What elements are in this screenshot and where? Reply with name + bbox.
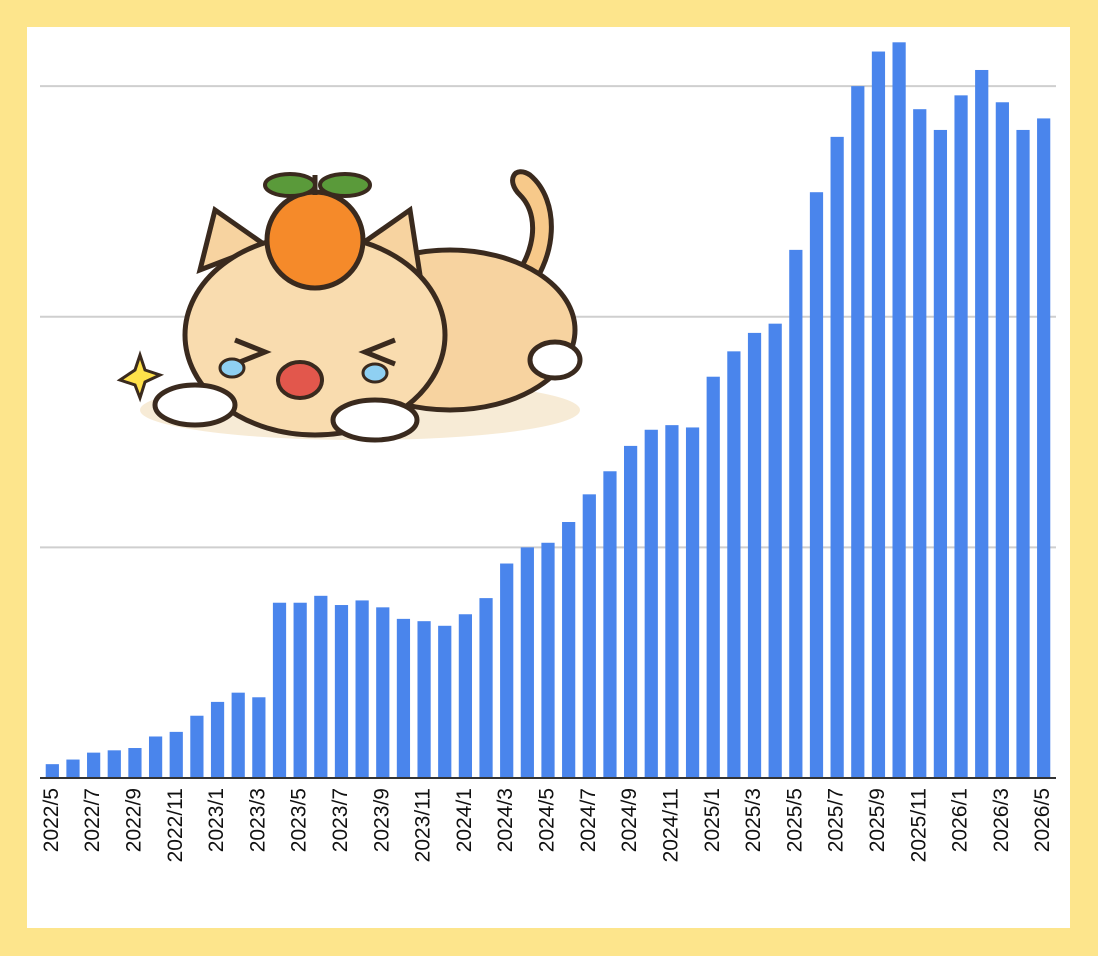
bar (624, 445, 638, 778)
bar (272, 602, 287, 778)
bar (727, 351, 741, 778)
bar (747, 332, 762, 778)
x-tick-label: 2023/1 (205, 788, 228, 852)
bar (500, 563, 514, 778)
x-tick-label: 2025/1 (701, 788, 724, 852)
bar (644, 429, 658, 778)
x-tick-label: 2026/3 (990, 788, 1013, 852)
bar (128, 748, 142, 778)
bar (87, 752, 101, 778)
x-tick-label: 2024/3 (494, 788, 517, 852)
bar (541, 542, 555, 778)
x-tick-label: 2025/9 (866, 788, 889, 852)
x-tick-label: 2023/3 (246, 788, 269, 852)
bar (603, 471, 617, 778)
bar (520, 547, 534, 778)
x-tick-label: 2023/7 (329, 788, 352, 852)
x-tick-label: 2023/9 (370, 788, 393, 852)
x-tick-label: 2022/7 (81, 788, 104, 852)
bar (458, 614, 472, 778)
bar (789, 249, 803, 778)
x-tick-label: 2024/1 (453, 788, 476, 852)
bar (562, 522, 576, 778)
x-tick-label: 2026/5 (1031, 788, 1054, 852)
x-tick-label: 2023/5 (288, 788, 311, 852)
bar (933, 129, 948, 779)
bar (768, 323, 782, 778)
bar (148, 736, 163, 778)
x-tick-label: 2022/5 (40, 788, 63, 852)
bar (190, 715, 204, 778)
bar (396, 618, 411, 778)
bar (975, 69, 989, 778)
bar (314, 595, 328, 778)
bar (809, 192, 824, 778)
bar (685, 427, 700, 778)
bar (293, 602, 307, 778)
bar (1016, 129, 1030, 779)
bar (913, 109, 927, 778)
bar (169, 731, 183, 778)
bar (417, 621, 431, 778)
bar (1037, 118, 1051, 779)
bar (334, 605, 349, 778)
bar (376, 607, 390, 778)
bar (252, 697, 266, 778)
x-tick-label: 2024/11 (659, 788, 682, 862)
bar (954, 95, 968, 779)
bar (851, 86, 865, 778)
x-tick-label: 2026/1 (949, 788, 972, 852)
bar (45, 764, 59, 778)
x-tick-label: 2024/5 (536, 788, 559, 852)
bar (438, 625, 452, 778)
bar (107, 750, 121, 778)
bar (479, 598, 493, 778)
bar (871, 51, 886, 778)
x-tick-label: 2025/3 (742, 788, 765, 852)
bar (231, 692, 245, 778)
bar (892, 42, 906, 778)
x-tick-label: 2025/11 (907, 788, 930, 862)
bar (706, 376, 720, 778)
x-tick-label: 2025/7 (825, 788, 848, 852)
bar (355, 600, 369, 778)
bar (665, 425, 679, 778)
x-tick-label: 2022/9 (122, 788, 145, 852)
bar (995, 102, 1009, 779)
cat-illustration (116, 169, 583, 443)
x-tick-label: 2023/11 (412, 788, 435, 862)
bar (66, 759, 80, 778)
x-tick-label: 2025/5 (783, 788, 806, 852)
bar (582, 494, 596, 778)
x-tick-label: 2024/7 (577, 788, 600, 852)
bar (210, 701, 225, 778)
x-tick-label: 2022/11 (164, 788, 187, 862)
x-tick-label: 2024/9 (618, 788, 641, 852)
bar (830, 136, 844, 779)
